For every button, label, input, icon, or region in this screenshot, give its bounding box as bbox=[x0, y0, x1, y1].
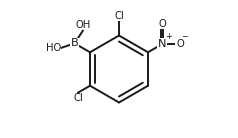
Text: O: O bbox=[177, 39, 184, 49]
Text: B: B bbox=[71, 38, 79, 48]
Text: Cl: Cl bbox=[114, 11, 124, 21]
Text: N: N bbox=[158, 39, 166, 49]
Text: O: O bbox=[158, 19, 166, 29]
Text: Cl: Cl bbox=[73, 93, 83, 103]
Text: OH: OH bbox=[75, 20, 90, 30]
Text: −: − bbox=[181, 32, 187, 41]
Text: HO: HO bbox=[46, 43, 61, 53]
Text: +: + bbox=[166, 32, 172, 41]
